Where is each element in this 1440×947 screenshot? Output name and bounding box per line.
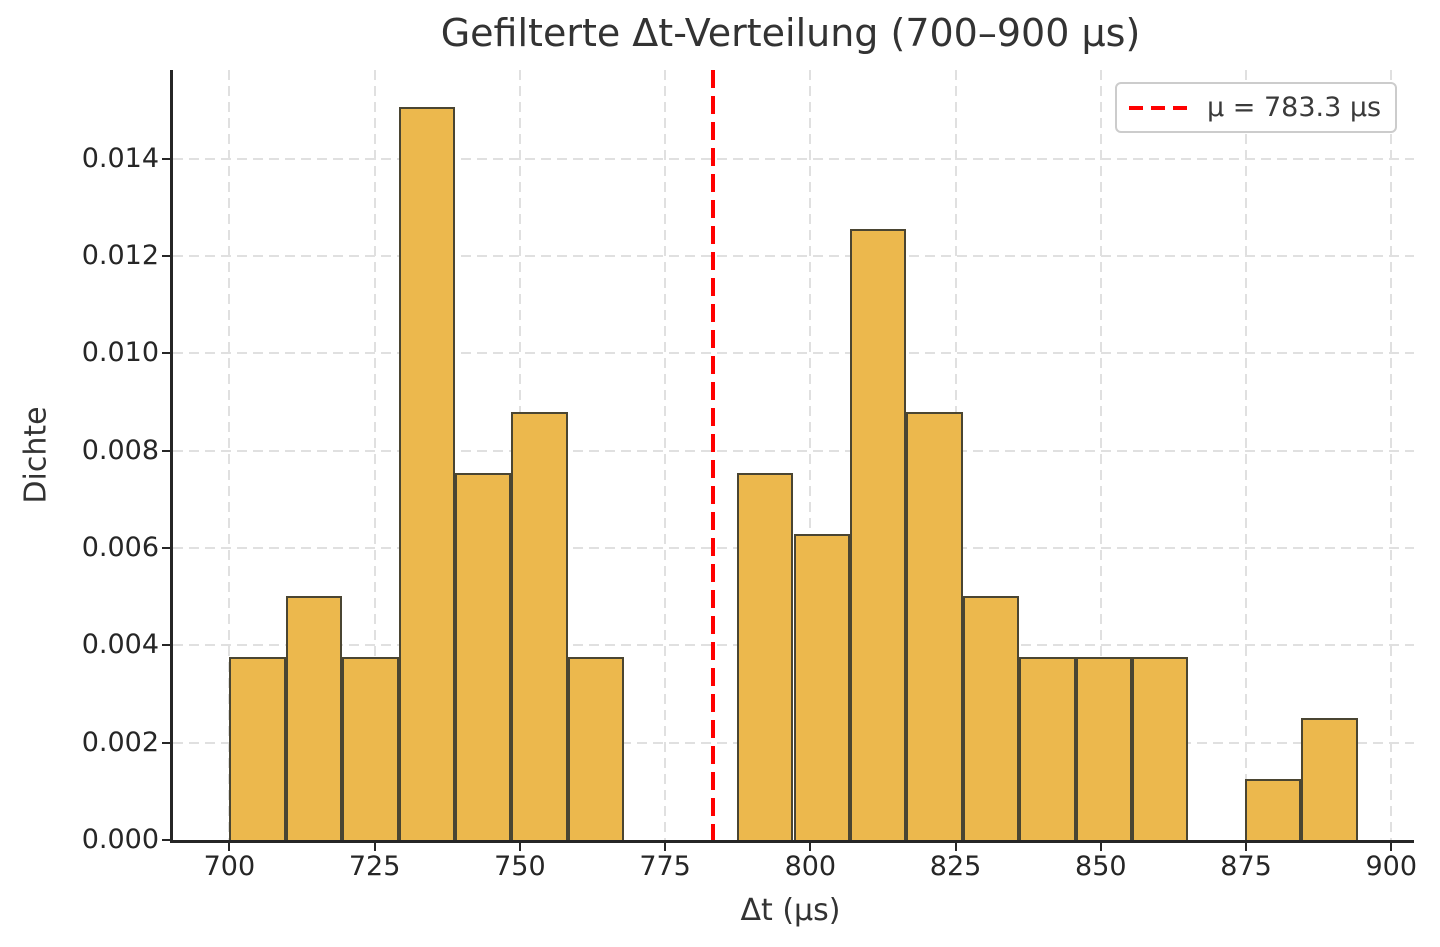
y-tick-label: 0.000 [81,824,159,855]
y-gridline [173,352,1414,355]
y-tick-mark [162,547,170,549]
y-tick-mark [162,352,170,355]
histogram-bar [455,473,512,840]
x-tick-mark [228,843,231,851]
histogram-bar [793,534,850,840]
x-tick-mark [809,843,812,851]
x-gridline [664,70,667,840]
y-gridline [173,449,1414,452]
x-gridline [373,70,376,840]
y-tick-mark [162,449,170,452]
histogram-bar [1075,656,1132,840]
histogram-bar [1131,656,1189,840]
x-tick-label: 825 [929,851,982,882]
y-tick-mark [162,255,170,257]
legend: μ = 783.3 μs [1115,82,1397,133]
x-tick-mark [1390,843,1393,851]
x-tick-mark [664,843,667,851]
x-tick-mark [518,843,521,851]
histogram-bar [285,595,343,840]
plot-area: 700 725 750 775 800 825 850 875 900 0.000 0.002 0.0… [82,70,1417,882]
histogram-bar [737,473,794,840]
y-tick-mark [162,157,170,160]
y-tick-label: 0.004 [81,629,159,661]
y-tick-mark [162,839,170,841]
histogram-bar [1244,778,1302,840]
x-tick-label: 725 [348,851,401,882]
x-tick-label: 850 [1075,851,1127,882]
x-tick-label: 900 [1365,851,1418,882]
y-tick-label: 0.008 [81,434,159,466]
x-gridline [228,70,231,840]
histogram-bar [906,412,963,840]
x-tick-label: 775 [639,851,691,882]
x-tick-mark [954,843,957,851]
y-gridline [173,157,1414,160]
x-gridline [809,70,812,840]
histogram-bar [1301,717,1358,840]
x-gridline [1099,70,1102,840]
x-tick-label: 750 [494,851,546,882]
histogram-bar [567,656,625,840]
mean-vertical-line [711,70,716,840]
y-axis-label: Dichte [18,406,54,504]
x-gridline [1390,70,1393,840]
histogram-bar [229,656,286,840]
y-tick-label: 0.010 [81,337,159,369]
x-tick-mark [1245,843,1248,851]
histogram-bar [962,595,1020,840]
chart-title: Gefilterte Δt-Verteilung (700–900 μs) [440,11,1141,55]
histogram-bar [1019,656,1076,840]
histogram-bar [511,412,568,840]
y-tick-label: 0.006 [81,532,159,563]
x-tick-label: 875 [1220,851,1272,882]
mean-line-legend-swatch [1129,105,1187,110]
histogram-bar [849,228,907,840]
x-tick-mark [1099,843,1102,851]
y-tick-mark [162,644,170,647]
y-gridline [173,255,1414,257]
histogram-bar [342,656,399,840]
x-tick-label: 800 [784,851,837,882]
y-tick-label: 0.002 [81,726,159,758]
legend-label: μ = 783.3 μs [1207,92,1382,123]
y-tick-label: 0.014 [81,142,159,174]
x-tick-mark [373,843,376,851]
histogram-bar [398,106,456,840]
y-tick-mark [162,741,170,744]
y-tick-label: 0.012 [81,240,159,271]
x-axis-label: Δt (μs) [740,893,841,928]
x-gridline [1245,70,1248,840]
x-tick-label: 700 [203,851,256,882]
